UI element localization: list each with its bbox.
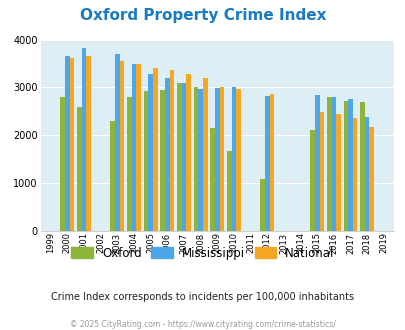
- Bar: [81, 48, 86, 231]
- Bar: [352, 118, 357, 231]
- Bar: [264, 96, 269, 231]
- Bar: [119, 61, 124, 231]
- Bar: [198, 89, 202, 231]
- Bar: [202, 78, 207, 231]
- Bar: [231, 87, 236, 231]
- Bar: [359, 102, 364, 231]
- Bar: [131, 64, 136, 231]
- Text: Crime Index corresponds to incidents per 100,000 inhabitants: Crime Index corresponds to incidents per…: [51, 292, 354, 302]
- Bar: [77, 107, 81, 231]
- Bar: [314, 95, 319, 231]
- Bar: [331, 97, 335, 231]
- Bar: [335, 114, 340, 231]
- Bar: [143, 91, 148, 231]
- Bar: [319, 112, 323, 231]
- Bar: [164, 78, 169, 231]
- Bar: [186, 74, 190, 231]
- Bar: [69, 58, 74, 231]
- Bar: [86, 56, 91, 231]
- Bar: [269, 94, 273, 231]
- Bar: [148, 74, 153, 231]
- Bar: [219, 87, 224, 231]
- Bar: [160, 90, 164, 231]
- Bar: [193, 87, 198, 231]
- Bar: [177, 83, 181, 231]
- Bar: [309, 130, 314, 231]
- Text: Oxford Property Crime Index: Oxford Property Crime Index: [79, 8, 326, 23]
- Bar: [65, 56, 69, 231]
- Bar: [181, 83, 186, 231]
- Bar: [60, 97, 65, 231]
- Bar: [260, 179, 264, 231]
- Bar: [364, 116, 369, 231]
- Bar: [153, 68, 157, 231]
- Bar: [214, 88, 219, 231]
- Bar: [110, 121, 115, 231]
- Bar: [136, 63, 141, 231]
- Bar: [169, 70, 174, 231]
- Bar: [347, 99, 352, 231]
- Bar: [210, 128, 214, 231]
- Legend: Oxford, Mississippi, National: Oxford, Mississippi, National: [71, 247, 334, 260]
- Bar: [369, 127, 373, 231]
- Bar: [127, 97, 131, 231]
- Bar: [343, 101, 347, 231]
- Bar: [226, 151, 231, 231]
- Text: © 2025 CityRating.com - https://www.cityrating.com/crime-statistics/: © 2025 CityRating.com - https://www.city…: [70, 320, 335, 329]
- Bar: [326, 97, 331, 231]
- Bar: [236, 89, 240, 231]
- Bar: [115, 54, 119, 231]
